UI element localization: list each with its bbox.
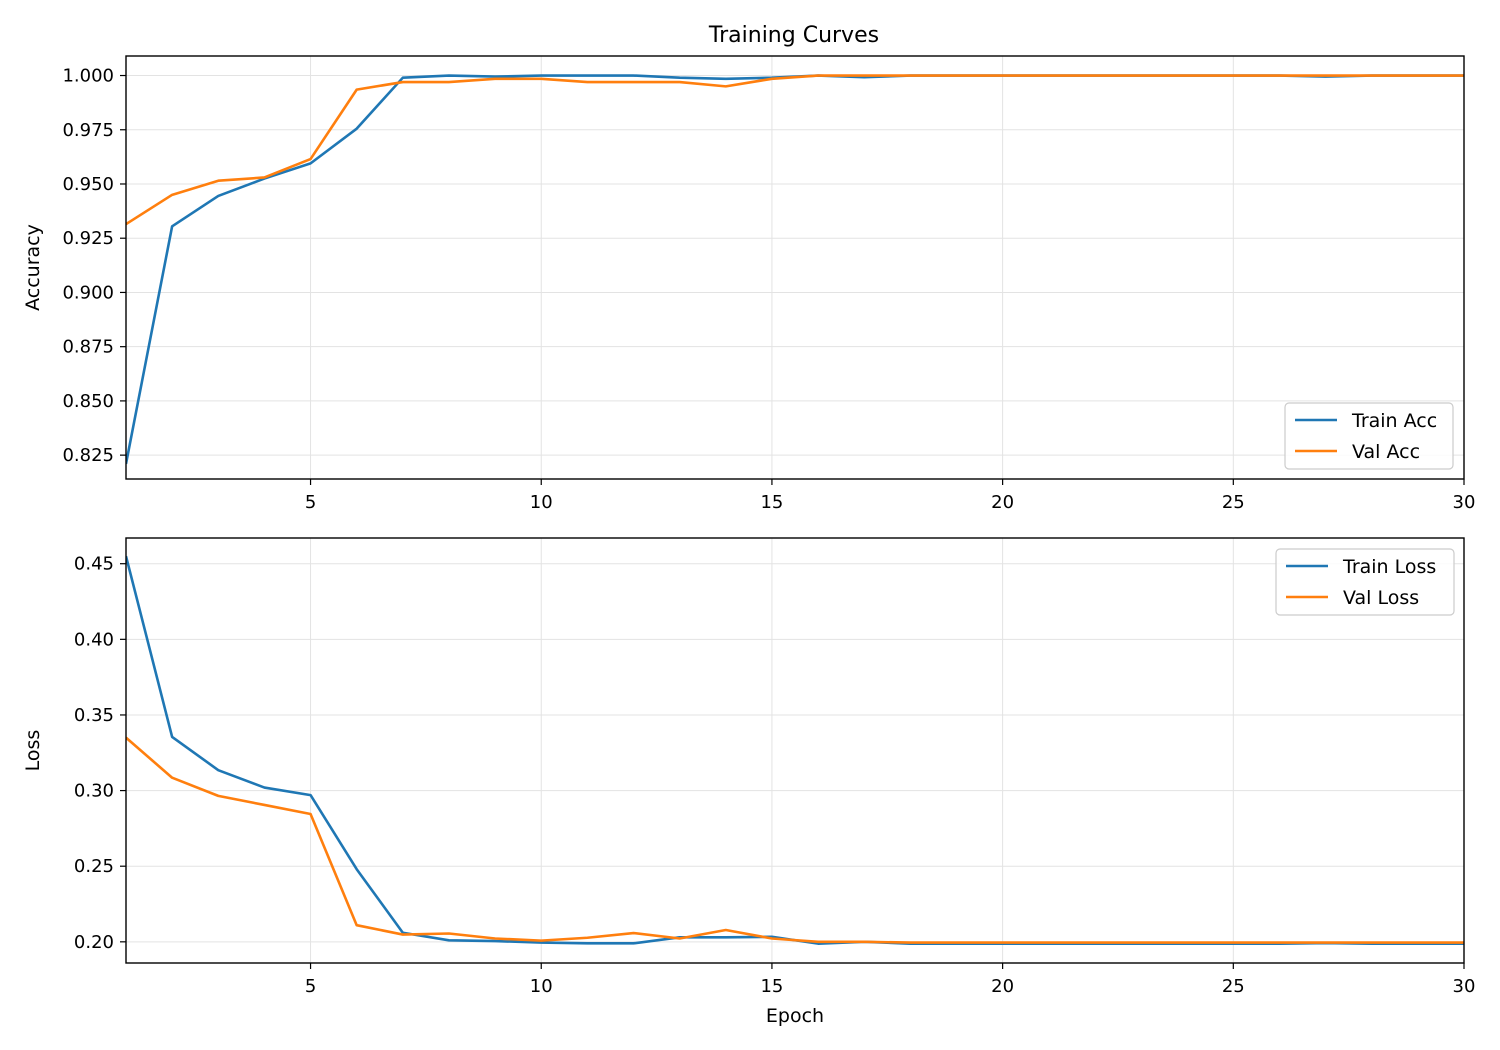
loss-xtick-label-20: 20	[991, 976, 1014, 997]
accuracy-xtick-label-15: 15	[760, 492, 783, 513]
val-loss-legend-label: Val Loss	[1343, 587, 1419, 609]
loss-panel: 5 10 15 20 25 30 0.20 0.25 0.30 0.35 0.40 0.45 Loss E…	[22, 537, 1476, 1027]
loss-xtick-label-10: 10	[530, 976, 553, 997]
val-acc-legend-label: Val Acc	[1352, 441, 1420, 463]
figure-title: Training Curves	[708, 23, 879, 48]
accuracy-xtick-label-25: 25	[1222, 492, 1245, 513]
accuracy-ytick-label-0-925: 0.925	[62, 228, 114, 249]
accuracy-ytick-label-0-950: 0.950	[62, 174, 114, 195]
accuracy-ytick-label-0-900: 0.900	[62, 282, 114, 303]
accuracy-xtick-label-5: 5	[305, 492, 316, 513]
val-loss-line	[126, 736, 1464, 944]
accuracy-ytick-label-0-875: 0.875	[62, 337, 114, 358]
loss-ytick-label-0-35: 0.35	[74, 705, 114, 726]
accuracy-xtick-label-30: 30	[1453, 492, 1476, 513]
loss-x-axis-label: Epoch	[766, 1005, 824, 1027]
loss-y-axis-label: Loss	[22, 730, 44, 772]
accuracy-ytick-label-0-825: 0.825	[62, 445, 114, 466]
accuracy-ytick-label-1-000: 1.000	[62, 66, 114, 87]
train-loss-legend-label: Train Loss	[1342, 556, 1436, 578]
accuracy-legend: Train Acc Val Acc	[1284, 402, 1454, 470]
accuracy-ytick-label-0-850: 0.850	[62, 391, 114, 412]
val-acc-line	[126, 74, 1464, 226]
loss-ytick-label-0-20: 0.20	[74, 932, 114, 953]
loss-xtick-label-15: 15	[760, 976, 783, 997]
loss-ytick-label-0-30: 0.30	[74, 781, 114, 802]
loss-legend: Train Loss Val Loss	[1275, 548, 1455, 616]
accuracy-xtick-label-10: 10	[530, 492, 553, 513]
accuracy-xtick-label-20: 20	[991, 492, 1014, 513]
loss-ytick-label-0-45: 0.45	[74, 554, 114, 575]
loss-axes-frame	[125, 537, 1465, 964]
accuracy-ytick-label-0-975: 0.975	[62, 120, 114, 141]
loss-xtick-label-25: 25	[1222, 976, 1245, 997]
loss-xtick-label-5: 5	[305, 976, 316, 997]
loss-ytick-label-0-25: 0.25	[74, 856, 114, 877]
accuracy-axes-frame	[125, 55, 1465, 480]
accuracy-y-axis-label: Accuracy	[22, 224, 44, 311]
train-acc-legend-label: Train Acc	[1351, 410, 1437, 432]
loss-xtick-label-30: 30	[1453, 976, 1476, 997]
accuracy-panel: 5 10 15 20 25 30 0.825 0.850 0.875 0.900 0.925 0.95…	[22, 55, 1476, 513]
loss-ytick-label-0-40: 0.40	[74, 629, 114, 650]
